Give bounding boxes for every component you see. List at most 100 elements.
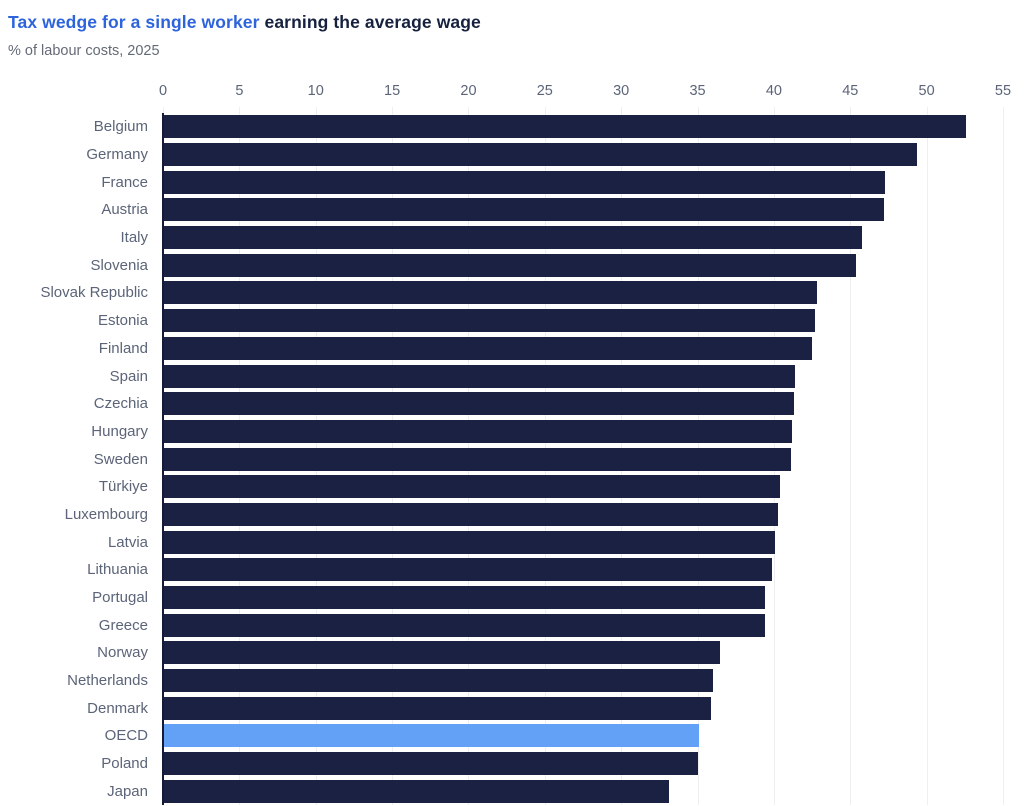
value-bar[interactable] [163, 253, 857, 277]
bar-track [163, 696, 1003, 720]
bar-track [163, 143, 1003, 167]
country-label: Latvia [107, 533, 148, 551]
bar-row: Poland [0, 750, 1024, 778]
bar-row: Luxembourg [0, 501, 1024, 529]
value-bar[interactable] [163, 613, 765, 637]
value-bar[interactable] [163, 558, 773, 582]
bar-track [163, 752, 1003, 776]
country-label: OECD [104, 727, 148, 745]
bar-row: Austria [0, 196, 1024, 224]
bar-track [163, 419, 1003, 443]
value-bar[interactable] [163, 143, 918, 167]
y-axis-line [161, 113, 164, 806]
bar-row: Germany [0, 141, 1024, 169]
value-bar[interactable] [163, 586, 765, 610]
x-tick-label: 20 [460, 83, 477, 99]
bar-chart: 0 5 10 15 20 25 30 35 40 45 50 55 Belgium Germany Fra… [0, 81, 1024, 806]
value-bar[interactable] [163, 392, 794, 416]
value-bar[interactable] [163, 364, 796, 388]
bar-track [163, 309, 1003, 333]
bar-track [163, 253, 1003, 277]
x-axis: 0 5 10 15 20 25 30 35 40 45 50 55 [159, 81, 1011, 101]
value-bar[interactable] [163, 115, 967, 139]
value-bar[interactable] [163, 226, 863, 250]
x-tick-label: 40 [765, 83, 782, 99]
title-rest: earning the average wage [259, 12, 481, 32]
bar-row: Greece [0, 611, 1024, 639]
country-label: Lithuania [87, 561, 148, 579]
country-label: Estonia [97, 312, 148, 330]
bar-track [163, 364, 1003, 388]
value-bar[interactable] [163, 309, 816, 333]
country-label: Slovak Republic [40, 284, 148, 302]
country-label: Spain [109, 367, 148, 385]
bar-row: Portugal [0, 584, 1024, 612]
bar-track [163, 198, 1003, 222]
value-bar[interactable] [163, 281, 817, 305]
country-label: Denmark [87, 699, 148, 717]
value-bar[interactable] [163, 336, 813, 360]
value-bar[interactable] [163, 475, 781, 499]
bar-row: Lithuania [0, 556, 1024, 584]
bar-row: Slovak Republic [0, 279, 1024, 307]
value-bar[interactable] [163, 669, 713, 693]
country-label: Belgium [93, 118, 148, 136]
bar-row: Türkiye [0, 473, 1024, 501]
page-title: Tax wedge for a single worker earning th… [8, 10, 1024, 34]
bar-row: Estonia [0, 307, 1024, 335]
bar-row: Japan [0, 778, 1024, 806]
bar-track [163, 281, 1003, 305]
bar-row: Latvia [0, 528, 1024, 556]
value-bar[interactable] [163, 696, 712, 720]
value-bar[interactable] [163, 779, 669, 803]
bar-row: Slovenia [0, 251, 1024, 279]
bar-track [163, 669, 1003, 693]
value-bar[interactable] [163, 502, 779, 526]
bar-track [163, 779, 1003, 803]
country-label: Italy [120, 229, 148, 247]
country-label: Türkiye [98, 478, 148, 496]
country-label: France [101, 173, 148, 191]
bar-track [163, 558, 1003, 582]
country-label: Austria [101, 201, 148, 219]
value-bar[interactable] [163, 447, 791, 471]
country-label: Luxembourg [64, 505, 148, 523]
value-bar[interactable] [163, 419, 793, 443]
country-label: Finland [98, 339, 148, 357]
value-bar[interactable] [163, 530, 776, 554]
x-tick-label: 45 [842, 83, 859, 99]
chart-header: Tax wedge for a single worker earning th… [0, 0, 1024, 61]
value-bar[interactable] [163, 198, 884, 222]
bar-row: France [0, 168, 1024, 196]
bar-track [163, 392, 1003, 416]
country-label: Sweden [93, 450, 148, 468]
country-label: Germany [86, 146, 148, 164]
bar-row: OECD [0, 722, 1024, 750]
country-label: Netherlands [67, 672, 148, 690]
country-label: Portugal [92, 589, 148, 607]
bar-track [163, 170, 1003, 194]
value-bar[interactable] [163, 641, 721, 665]
country-label: Norway [97, 644, 148, 662]
bar-row: Sweden [0, 445, 1024, 473]
bar-track [163, 475, 1003, 499]
bar-row: Netherlands [0, 667, 1024, 695]
bar-track [163, 724, 1003, 748]
value-bar[interactable] [163, 752, 698, 776]
value-bar[interactable] [163, 170, 886, 194]
value-bar-highlighted[interactable] [163, 724, 700, 748]
bar-row: Hungary [0, 418, 1024, 446]
country-label: Czechia [93, 395, 148, 413]
x-tick-label: 55 [994, 83, 1012, 99]
bar-row: Finland [0, 335, 1024, 363]
x-tick-label: 10 [307, 83, 324, 99]
bar-rows: Belgium Germany France Austria Italy Slovenia… [0, 113, 1024, 805]
bar-track [163, 586, 1003, 610]
x-tick-label: 15 [384, 83, 401, 99]
x-tick-label: 5 [235, 83, 244, 99]
bar-track [163, 641, 1003, 665]
bar-row: Italy [0, 224, 1024, 252]
bar-track [163, 226, 1003, 250]
bar-track [163, 115, 1003, 139]
country-label: Poland [101, 755, 148, 773]
